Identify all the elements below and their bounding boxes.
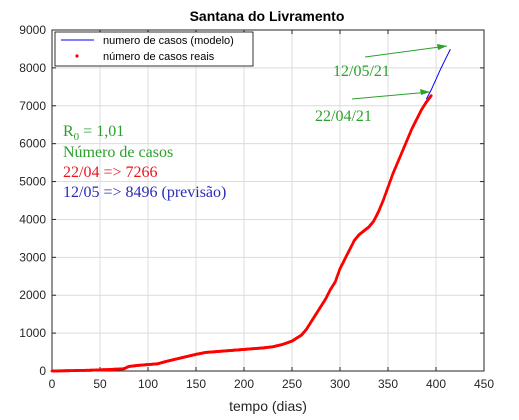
y-tick-label: 0 [39, 364, 46, 378]
r0-text: R0 = 1,01 [63, 123, 124, 143]
x-tick-label: 150 [186, 377, 206, 391]
x-tick-label: 350 [378, 377, 398, 391]
plot-frame [51, 29, 485, 372]
x-tick-label: 50 [93, 377, 107, 391]
info-text: R0 = 1,01 Número de casos 22/04 => 7266 … [63, 123, 226, 201]
x-tick-label: 450 [474, 377, 494, 391]
x-tick-label: 250 [282, 377, 302, 391]
x-tick-label: 0 [49, 377, 56, 391]
data-layer [50, 48, 451, 373]
chart-title: Santana do Livramento [190, 8, 345, 24]
y-tick-label: 9000 [19, 23, 46, 37]
series-real-cases [50, 94, 433, 373]
x-tick-label: 100 [138, 377, 158, 391]
y-tick-label: 2000 [19, 288, 46, 302]
annotation-arrowhead-12-05 [437, 44, 447, 50]
legend-box [54, 31, 254, 67]
y-tick-label: 3000 [19, 250, 46, 264]
legend: numero de casos (modelo) número de casos… [54, 31, 254, 67]
grid-lines [51, 29, 485, 372]
x-axis-label: tempo (dias) [229, 398, 307, 414]
legend-swatch-real [75, 54, 79, 58]
y-tick-label: 8000 [19, 61, 46, 75]
annotation-label-22-04: 22/04/21 [315, 108, 372, 125]
real-case-point [429, 94, 433, 98]
y-tick-label: 1000 [19, 326, 46, 340]
legend-label-model: numero de casos (modelo) [103, 35, 234, 47]
x-tick-label: 400 [426, 377, 446, 391]
y-tick-label: 7000 [19, 99, 46, 113]
y-tick-label: 5000 [19, 175, 46, 189]
annotation-label-12-05: 12/05/21 [333, 63, 390, 80]
annotations: 12/05/21 22/04/21 [315, 44, 448, 125]
r0-subscript: 0 [74, 131, 80, 143]
series-model-line [425, 48, 451, 100]
y-tick-label: 6000 [19, 137, 46, 151]
plot-area [52, 30, 484, 371]
x-tick-label: 200 [234, 377, 254, 391]
legend-label-real: número de casos reais [103, 51, 215, 63]
annotation-arrow-22-04 [351, 91, 431, 100]
r0-value: = 1,01 [79, 123, 124, 140]
r0-label: R [63, 123, 74, 140]
y-tick-label: 4000 [19, 212, 46, 226]
forecast-cases-line: 12/05 => 8496 (previsão) [63, 184, 226, 201]
annotation-arrow-12-05 [364, 45, 448, 58]
x-tick-label: 300 [330, 377, 350, 391]
actual-cases-line: 22/04 => 7266 [63, 164, 158, 181]
axes: 0 50 100 150 200 250 300 350 400 450 0 1000 2000 3000… [19, 23, 494, 391]
cases-label: Número de casos [63, 144, 173, 161]
annotation-arrowhead-22-04 [420, 89, 430, 95]
